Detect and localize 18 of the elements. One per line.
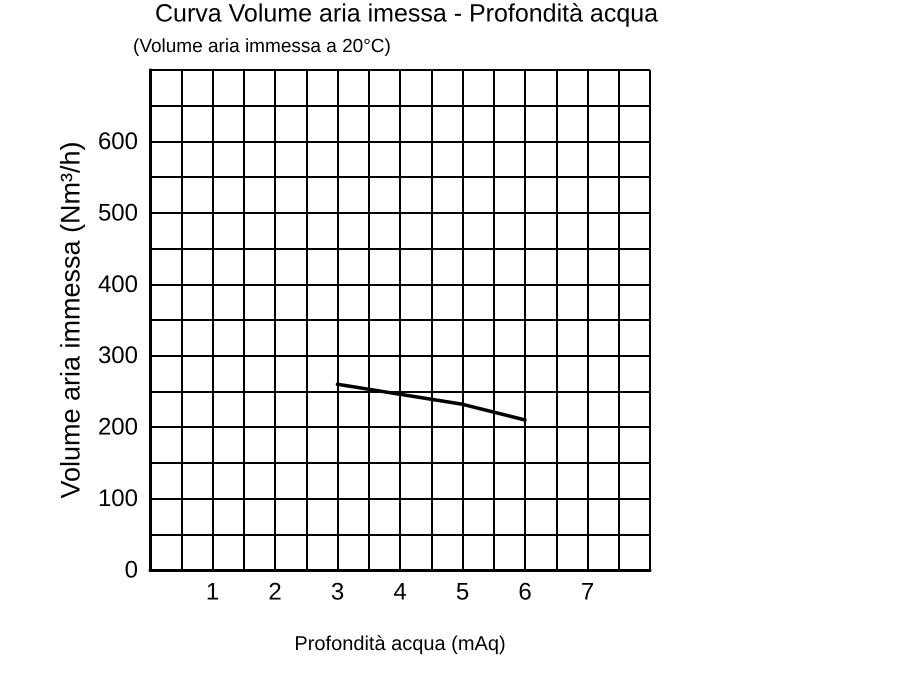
x-tick-label: 2: [268, 578, 282, 606]
y-tick-label: 200: [98, 414, 138, 441]
x-tick-label: 7: [580, 578, 594, 606]
chart-subtitle: (Volume aria immessa a 20°C): [133, 36, 391, 57]
y-tick-label: 500: [98, 199, 138, 226]
x-tick-label: 3: [330, 578, 344, 606]
x-tick-label: 1: [206, 578, 220, 606]
x-tick-label: 4: [393, 578, 407, 606]
y-tick-label: 100: [98, 485, 138, 512]
y-tick-label: 400: [98, 270, 138, 298]
y-tick-label: 300: [98, 342, 138, 370]
y-tick-label: 0: [124, 556, 138, 584]
x-axis-title: Profondità acqua (mAq): [294, 633, 506, 655]
x-tick-label: 6: [518, 578, 532, 606]
y-tick-label: 600: [98, 128, 138, 155]
y-axis-title: Volume aria immessa (Nm³/h): [56, 141, 86, 499]
x-tick-label: 5: [456, 578, 470, 606]
chart-title: Curva Volume aria imessa - Profondità acqua: [155, 0, 658, 28]
